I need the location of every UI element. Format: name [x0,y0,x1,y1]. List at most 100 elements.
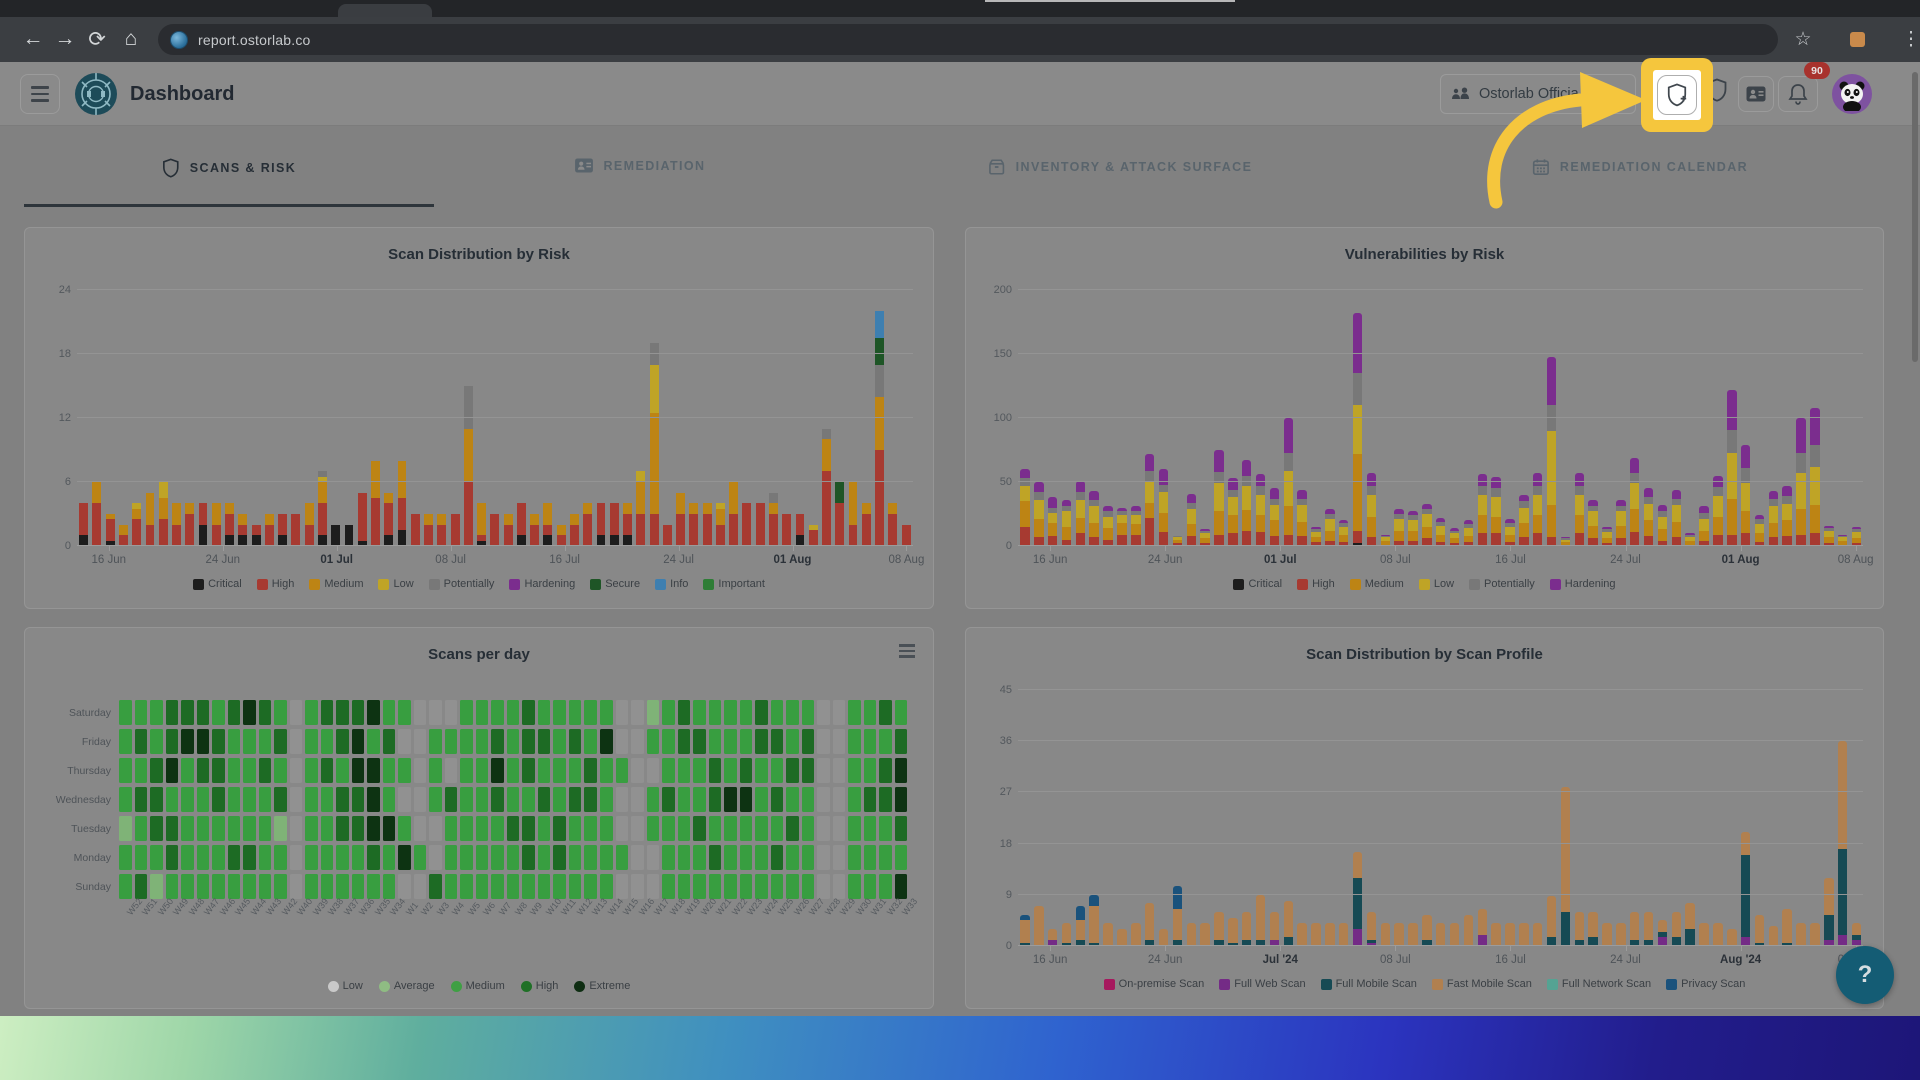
bar-segment [1560,539,1571,543]
extension-icon[interactable] [1840,22,1874,56]
bar-segment [1796,508,1806,535]
heatmap-cell [289,700,303,725]
legend-item[interactable]: Critical [193,578,242,590]
heatmap-cell [336,758,349,783]
bar [371,460,380,546]
bar-segment [1546,356,1557,406]
hamburger-menu-button[interactable] [20,74,60,114]
bar-segment [1394,508,1404,515]
legend-item[interactable]: High [520,980,559,992]
bar-segment [1214,483,1224,512]
legend-item[interactable]: Medium [450,980,505,992]
heatmap-cell [584,845,597,870]
heatmap-cell [755,787,768,812]
legend-item[interactable]: Info [655,578,688,590]
forward-button[interactable]: → [54,27,76,50]
bar-segment [1740,444,1751,468]
heatmap-cell [832,874,846,899]
heatmap-cell [320,845,334,870]
heatmap-cell [848,787,861,812]
back-button[interactable]: ← [22,27,44,50]
heatmap-cell [165,758,179,783]
bar-segment [1491,923,1501,946]
legend-item[interactable]: Potentially [428,578,494,590]
heatmap-cell [444,874,458,899]
legend-item[interactable]: Potentially [1469,578,1535,590]
tab-inventory-attack-surface[interactable]: INVENTORY & ATTACK SURFACE [988,158,1253,176]
legend-item[interactable]: Medium [1349,578,1404,590]
legend-item[interactable]: Critical [1233,578,1282,590]
chart-menu-icon[interactable] [899,644,915,658]
bar-segment [769,492,778,504]
home-button[interactable]: ⌂ [124,27,138,50]
heatmap-cell [413,729,427,754]
bar-segment [1034,537,1044,545]
bar [1851,526,1862,546]
reload-button[interactable]: ⟳ [88,27,106,51]
day-label: Saturday [68,707,111,719]
heatmap-cell [599,758,613,783]
heatmap-row [119,758,908,783]
heatmap-cell [894,845,908,870]
bar-segment [1186,493,1196,503]
legend-item[interactable]: Full Web Scan [1219,978,1306,990]
heatmap-cell [662,700,675,725]
legend-item[interactable]: High [256,578,294,590]
legend-color-dot [450,980,462,992]
legend-item[interactable]: Full Network Scan [1546,978,1651,990]
tab-scans-and-risk[interactable]: SCANS & RISK [162,158,296,178]
legend-label: High [535,980,559,992]
heatmap-cell [227,874,241,899]
legend-item[interactable]: On-premise Scan [1103,978,1204,990]
legend-item[interactable]: Privacy Scan [1666,978,1745,990]
legend-item[interactable]: Low [378,578,414,590]
page-scrollbar[interactable] [1912,72,1918,362]
bar-segment [1532,923,1543,946]
legend-item[interactable]: Fast Mobile Scan [1431,978,1532,990]
tab-remediation-calendar[interactable]: REMEDIATION CALENDAR [1532,158,1748,176]
legend-color-chip [1349,578,1361,590]
bar-segment [1851,529,1862,532]
user-avatar[interactable] [1832,74,1872,114]
bar [1630,457,1640,546]
legend-item[interactable]: Important [703,578,765,590]
bar-segment [1352,373,1363,406]
bar-segment [1810,505,1820,534]
bar-segment [1713,496,1723,517]
address-bar[interactable]: report.ostorlab.co [158,24,1778,55]
heatmap-cell [631,874,644,899]
legend-item[interactable]: Hardening [509,578,575,590]
bar-segment [1117,507,1127,512]
legend-item[interactable]: Extreme [574,980,630,992]
legend-item[interactable]: High [1297,578,1335,590]
legend-item[interactable]: Average [378,980,435,992]
tab-remediation[interactable]: REMEDIATION [575,158,706,173]
bar-segment [1851,940,1862,946]
legend-label: Privacy Scan [1681,978,1746,990]
help-button[interactable]: ? [1836,946,1894,1004]
bar-segment [1131,511,1141,516]
bar-segment [1740,483,1751,512]
new-scan-button[interactable] [1657,75,1697,115]
bookmark-star-icon[interactable]: ☆ [1794,28,1812,50]
legend-item[interactable]: Low [327,980,363,992]
legend-item[interactable]: Secure [590,578,640,590]
bar-segment [1089,491,1099,500]
legend-item[interactable]: Medium [309,578,363,590]
legend-item[interactable]: Low [1418,578,1454,590]
heatmap-cell [413,874,427,899]
legend-item[interactable]: Full Mobile Scan [1320,978,1417,990]
bar-segment [1255,474,1266,486]
heatmap-cell [615,874,629,899]
legend-item[interactable]: Hardening [1549,578,1616,590]
bar-segment [1727,498,1737,535]
heatmap-cell [848,758,861,783]
remediation-contacts-button[interactable] [1738,76,1774,112]
window-edge [985,0,1235,2]
x-axis-tick [1165,946,1167,951]
bar-segment [1699,506,1709,513]
browser-active-tab[interactable] [338,4,432,17]
bar-segment [1643,488,1654,498]
notifications-bell-button[interactable] [1778,76,1818,112]
browser-menu-icon[interactable]: ⋮ [1901,28,1920,50]
